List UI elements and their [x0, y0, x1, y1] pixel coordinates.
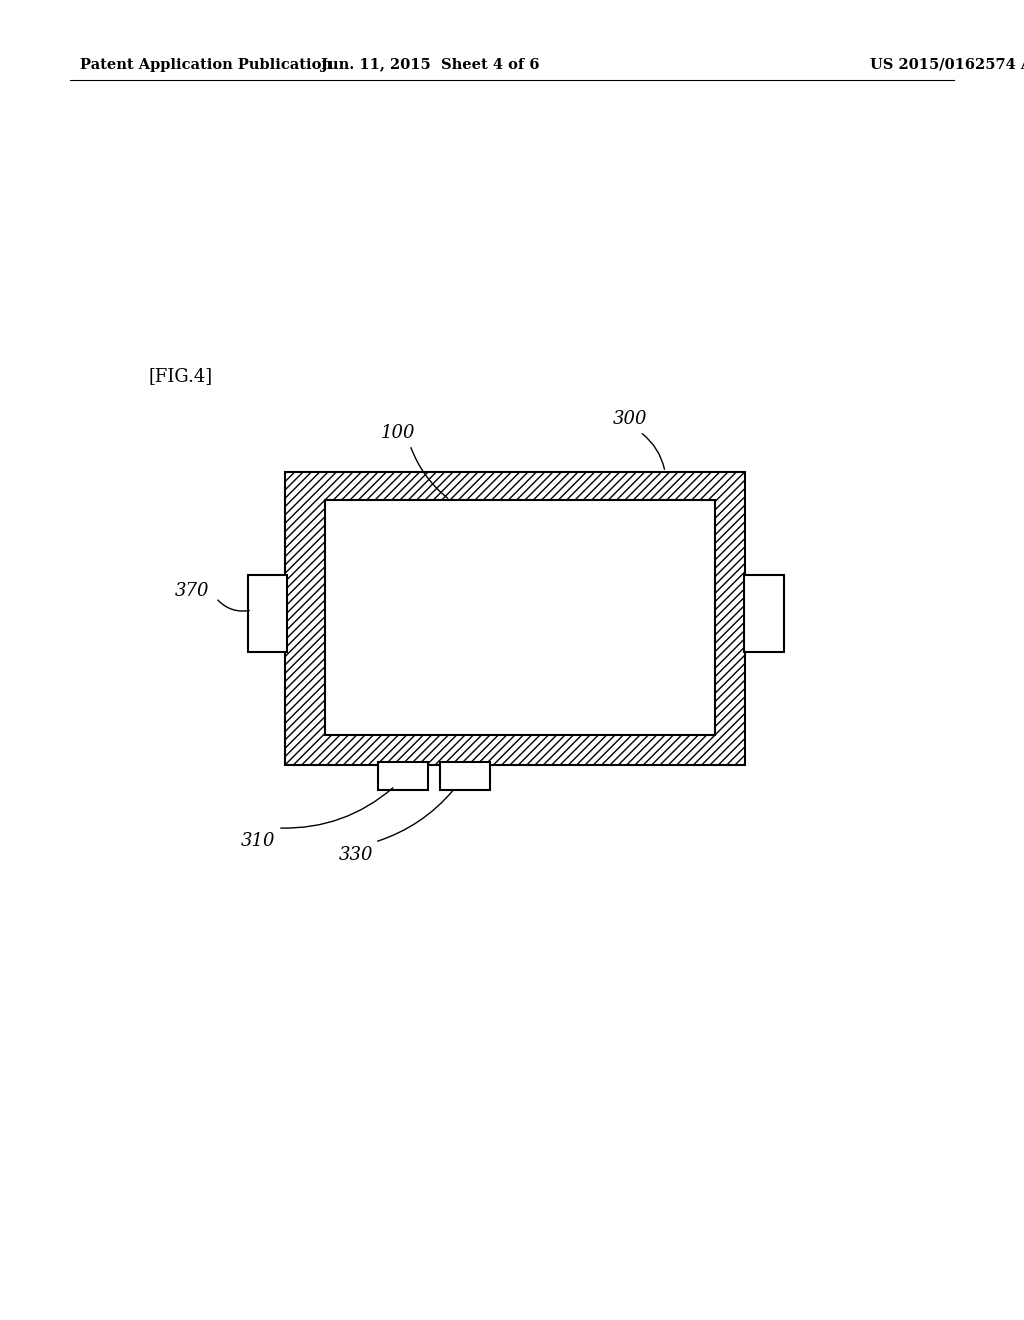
Bar — [248, 576, 287, 652]
Bar — [285, 473, 745, 766]
Text: 300: 300 — [612, 411, 647, 428]
Text: Jun. 11, 2015  Sheet 4 of 6: Jun. 11, 2015 Sheet 4 of 6 — [321, 58, 540, 73]
Bar — [744, 576, 784, 652]
Text: Patent Application Publication: Patent Application Publication — [80, 58, 332, 73]
Bar — [378, 762, 428, 789]
Bar — [325, 500, 715, 735]
Text: 330: 330 — [339, 846, 374, 865]
Text: 370: 370 — [175, 582, 209, 601]
Text: US 2015/0162574 A1: US 2015/0162574 A1 — [870, 58, 1024, 73]
Bar — [440, 762, 490, 789]
Text: [FIG.4]: [FIG.4] — [148, 367, 212, 385]
Text: 310: 310 — [241, 832, 275, 850]
Text: 100: 100 — [381, 424, 416, 442]
